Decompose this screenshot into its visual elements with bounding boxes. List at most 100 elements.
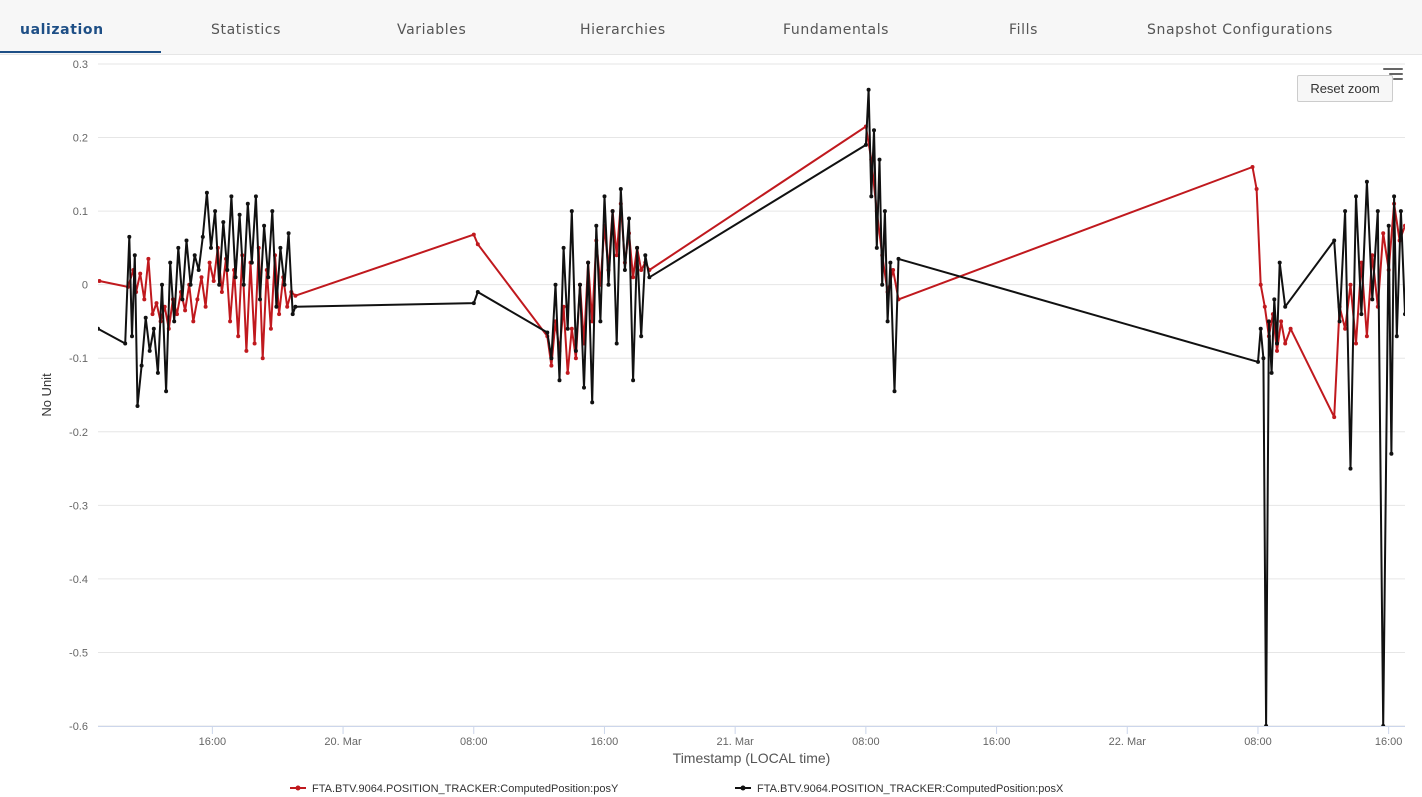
x-tick-label: 21. Mar bbox=[717, 736, 755, 748]
data-point bbox=[1359, 312, 1364, 317]
tab-fills[interactable]: Fills bbox=[1009, 22, 1038, 38]
y-axis-title: No Unit bbox=[39, 373, 54, 417]
data-point bbox=[1288, 326, 1293, 331]
data-point bbox=[192, 253, 197, 258]
data-point bbox=[863, 142, 868, 147]
data-point bbox=[475, 242, 480, 247]
data-point bbox=[175, 312, 179, 317]
tab-variables[interactable]: Variables bbox=[397, 22, 467, 38]
data-point bbox=[207, 260, 212, 265]
data-point bbox=[127, 234, 132, 239]
data-point bbox=[211, 279, 216, 283]
data-point bbox=[249, 260, 254, 265]
tab-statistics[interactable]: Statistics bbox=[211, 22, 281, 38]
data-point bbox=[880, 282, 885, 287]
data-point bbox=[228, 319, 233, 324]
data-point bbox=[138, 271, 143, 276]
data-point bbox=[225, 268, 230, 272]
data-point bbox=[253, 194, 258, 199]
data-point bbox=[1258, 326, 1263, 331]
data-point bbox=[1266, 319, 1271, 324]
hamburger-menu-icon[interactable] bbox=[1383, 68, 1403, 82]
data-point bbox=[195, 297, 200, 302]
data-point bbox=[1275, 341, 1279, 346]
data-point bbox=[277, 312, 282, 317]
data-point bbox=[200, 234, 205, 239]
y-tick-label: -0.5 bbox=[69, 647, 88, 659]
reset-zoom-button[interactable]: Reset zoom bbox=[1297, 75, 1393, 102]
y-tick-label: 0.3 bbox=[73, 59, 88, 71]
y-tick-label: -0.2 bbox=[69, 427, 88, 439]
data-point bbox=[1364, 334, 1369, 339]
x-tick-label: 16:00 bbox=[983, 736, 1011, 748]
x-tick-label: 20. Mar bbox=[324, 736, 362, 748]
data-point bbox=[557, 378, 562, 383]
data-point bbox=[1283, 341, 1288, 346]
data-point bbox=[1370, 297, 1375, 302]
data-point bbox=[130, 334, 134, 339]
data-point bbox=[874, 245, 879, 250]
data-point bbox=[191, 319, 196, 324]
data-point bbox=[270, 209, 275, 214]
data-point bbox=[1392, 194, 1397, 199]
data-point bbox=[1364, 179, 1369, 184]
data-point bbox=[892, 389, 897, 394]
data-point bbox=[1389, 451, 1394, 456]
tab-snapshot-configurations[interactable]: Snapshot Configurations bbox=[1147, 22, 1333, 38]
data-point bbox=[229, 194, 234, 199]
data-point bbox=[143, 315, 148, 320]
data-point bbox=[147, 348, 152, 353]
legend-item-label: FTA.BTV.9064.POSITION_TRACKER:ComputedPo… bbox=[757, 783, 1064, 795]
data-point bbox=[888, 260, 893, 265]
data-point bbox=[260, 356, 265, 361]
y-tick-label: 0 bbox=[82, 280, 88, 292]
data-point bbox=[561, 245, 566, 250]
data-point bbox=[877, 157, 882, 162]
data-point bbox=[569, 209, 574, 214]
x-axis-title: Timestamp (LOCAL time) bbox=[673, 750, 831, 766]
data-point bbox=[1254, 187, 1259, 191]
data-point bbox=[602, 194, 607, 199]
data-point bbox=[586, 260, 591, 265]
data-point bbox=[199, 275, 204, 280]
data-point bbox=[293, 304, 298, 309]
data-point bbox=[545, 330, 550, 335]
data-point bbox=[882, 209, 887, 214]
tab-visualization[interactable]: ualization bbox=[20, 22, 104, 38]
data-point bbox=[150, 312, 155, 317]
data-point bbox=[1264, 724, 1269, 726]
data-point bbox=[1394, 334, 1399, 339]
data-point bbox=[1283, 304, 1288, 309]
data-point bbox=[590, 400, 595, 405]
data-point bbox=[188, 282, 193, 287]
data-point bbox=[639, 268, 644, 272]
line-chart[interactable]: 0.3 0.2 0.1 0 -0.1 -0.2 -0.3 -0.4 -0.5 -0.6 16:00 2… bbox=[0, 54, 1422, 797]
data-point bbox=[180, 297, 185, 302]
data-point bbox=[1381, 724, 1386, 726]
data-point bbox=[168, 260, 173, 265]
x-tick-label: 08:00 bbox=[1244, 736, 1272, 748]
data-point bbox=[123, 341, 128, 346]
tab-fundamentals[interactable]: Fundamentals bbox=[783, 22, 890, 38]
data-point bbox=[1262, 304, 1267, 309]
legend-marker bbox=[740, 785, 746, 791]
data-point bbox=[631, 275, 636, 280]
data-point bbox=[258, 297, 262, 302]
x-tick-label: 22. Mar bbox=[1109, 736, 1147, 748]
data-point bbox=[237, 212, 242, 217]
data-point bbox=[245, 201, 250, 206]
data-point bbox=[627, 216, 631, 221]
data-point bbox=[290, 312, 295, 317]
data-point bbox=[1354, 341, 1358, 346]
data-point bbox=[622, 268, 627, 272]
data-point bbox=[639, 334, 644, 339]
data-point bbox=[866, 87, 871, 92]
data-point bbox=[217, 282, 222, 287]
data-point bbox=[252, 341, 257, 346]
data-point bbox=[1275, 348, 1279, 353]
data-point bbox=[578, 282, 582, 287]
data-point bbox=[614, 341, 619, 346]
tab-hierarchies[interactable]: Hierarchies bbox=[580, 22, 666, 38]
active-tab-indicator bbox=[0, 51, 161, 53]
data-point bbox=[155, 370, 160, 375]
